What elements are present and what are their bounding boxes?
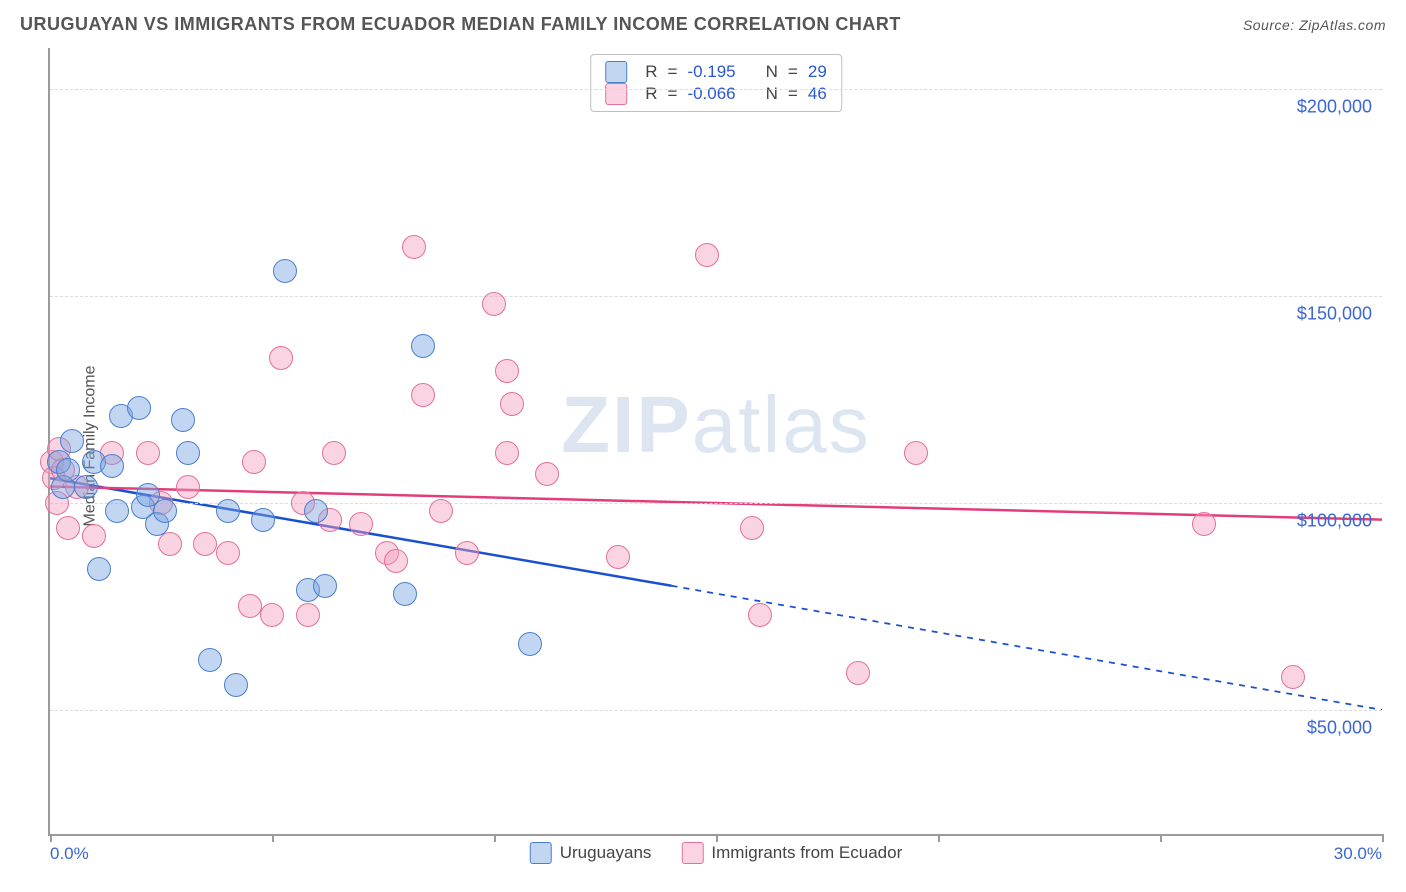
n-value-ecuador: 46 — [808, 84, 827, 104]
legend-item-ecuador: Immigrants from Ecuador — [681, 842, 902, 864]
x-tick — [1160, 834, 1162, 842]
data-point-uruguayans — [251, 508, 275, 532]
data-point-uruguayans — [198, 648, 222, 672]
y-tick-label: $200,000 — [1297, 97, 1372, 118]
x-tick — [716, 834, 718, 842]
data-point-ecuador — [740, 516, 764, 540]
data-point-ecuador — [429, 499, 453, 523]
data-point-ecuador — [748, 603, 772, 627]
data-point-ecuador — [238, 594, 262, 618]
watermark: ZIPatlas — [561, 379, 870, 471]
data-point-ecuador — [495, 441, 519, 465]
source: Source: ZipAtlas.com — [1243, 17, 1386, 33]
gridline — [50, 89, 1382, 90]
x-tick — [938, 834, 940, 842]
series-legend: Uruguayans Immigrants from Ecuador — [530, 842, 903, 864]
stats-legend: R = -0.195 N = 29 R = -0.066 N = 46 — [590, 54, 842, 112]
data-point-ecuador — [56, 516, 80, 540]
data-point-ecuador — [296, 603, 320, 627]
x-tick — [272, 834, 274, 842]
r-value-ecuador: -0.066 — [687, 84, 735, 104]
swatch-ecuador — [605, 83, 627, 105]
data-point-uruguayans — [518, 632, 542, 656]
data-point-ecuador — [260, 603, 284, 627]
swatch-ecuador-icon — [681, 842, 703, 864]
r-value-uruguayans: -0.195 — [687, 62, 735, 82]
data-point-ecuador — [482, 292, 506, 316]
data-point-ecuador — [82, 524, 106, 548]
chart-title: URUGUAYAN VS IMMIGRANTS FROM ECUADOR MED… — [20, 14, 901, 35]
n-value-uruguayans: 29 — [808, 62, 827, 82]
data-point-ecuador — [349, 512, 373, 536]
data-point-uruguayans — [153, 499, 177, 523]
data-point-ecuador — [846, 661, 870, 685]
data-point-ecuador — [455, 541, 479, 565]
data-point-ecuador — [384, 549, 408, 573]
data-point-ecuador — [269, 346, 293, 370]
data-point-uruguayans — [171, 408, 195, 432]
data-point-uruguayans — [313, 574, 337, 598]
plot-area: ZIPatlas R = -0.195 N = 29 R = -0.066 N … — [48, 48, 1382, 836]
data-point-uruguayans — [74, 475, 98, 499]
y-tick-label: $150,000 — [1297, 304, 1372, 325]
data-point-ecuador — [695, 243, 719, 267]
data-point-uruguayans — [304, 499, 328, 523]
data-point-uruguayans — [60, 429, 84, 453]
data-point-ecuador — [535, 462, 559, 486]
data-point-uruguayans — [216, 499, 240, 523]
data-point-ecuador — [322, 441, 346, 465]
data-point-ecuador — [904, 441, 928, 465]
data-point-uruguayans — [176, 441, 200, 465]
data-point-ecuador — [1281, 665, 1305, 689]
data-point-ecuador — [136, 441, 160, 465]
y-tick-label: $100,000 — [1297, 511, 1372, 532]
data-point-ecuador — [216, 541, 240, 565]
data-point-ecuador — [158, 532, 182, 556]
data-point-ecuador — [606, 545, 630, 569]
data-point-uruguayans — [100, 454, 124, 478]
legend-item-uruguayans: Uruguayans — [530, 842, 652, 864]
data-point-ecuador — [411, 383, 435, 407]
gridline — [50, 503, 1382, 504]
stats-legend-row-ecuador: R = -0.066 N = 46 — [605, 83, 827, 105]
data-point-uruguayans — [224, 673, 248, 697]
data-point-uruguayans — [411, 334, 435, 358]
x-tick — [50, 834, 52, 842]
data-point-uruguayans — [393, 582, 417, 606]
data-point-uruguayans — [87, 557, 111, 581]
x-tick-label: 30.0% — [1334, 844, 1382, 864]
x-tick — [1382, 834, 1384, 842]
data-point-uruguayans — [105, 499, 129, 523]
x-tick-label: 0.0% — [50, 844, 89, 864]
data-point-ecuador — [193, 532, 217, 556]
y-tick-label: $50,000 — [1307, 717, 1372, 738]
gridline — [50, 296, 1382, 297]
data-point-uruguayans — [273, 259, 297, 283]
legend-label-ecuador: Immigrants from Ecuador — [711, 843, 902, 863]
data-point-ecuador — [500, 392, 524, 416]
data-point-ecuador — [1192, 512, 1216, 536]
swatch-uruguayans-icon — [530, 842, 552, 864]
data-point-ecuador — [176, 475, 200, 499]
data-point-uruguayans — [127, 396, 151, 420]
trend-lines-layer — [50, 48, 1382, 834]
swatch-uruguayans — [605, 61, 627, 83]
data-point-ecuador — [402, 235, 426, 259]
gridline — [50, 710, 1382, 711]
data-point-ecuador — [495, 359, 519, 383]
data-point-ecuador — [242, 450, 266, 474]
stats-legend-row-uruguayans: R = -0.195 N = 29 — [605, 61, 827, 83]
legend-label-uruguayans: Uruguayans — [560, 843, 652, 863]
x-tick — [494, 834, 496, 842]
